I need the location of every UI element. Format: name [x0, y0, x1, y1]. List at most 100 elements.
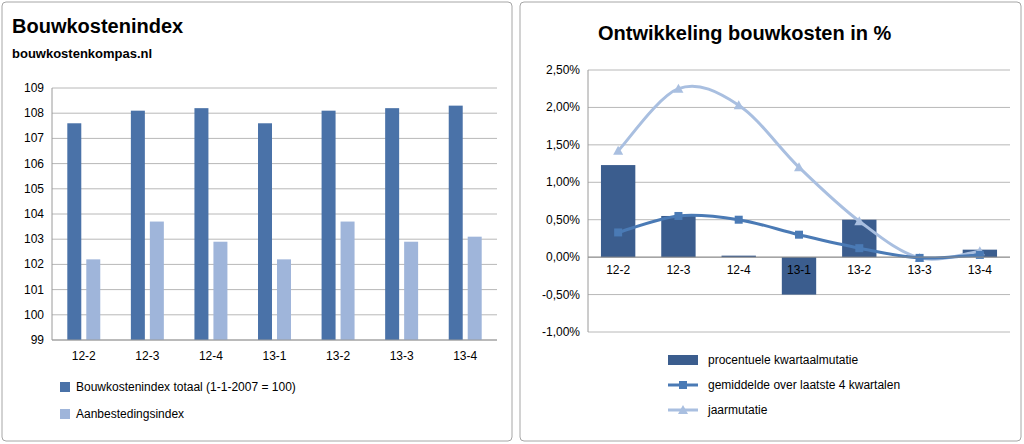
y-tick-label: 2,50% [546, 63, 580, 77]
grid-line [588, 182, 1010, 183]
bar [277, 259, 291, 340]
x-tick-label: 12-4 [727, 263, 751, 277]
legend-marker [678, 405, 688, 414]
grid-line [588, 257, 1010, 258]
x-tick-label: 13-2 [326, 349, 350, 363]
chart-frame [2, 2, 512, 441]
grid-line [52, 163, 497, 164]
legend-entry: gemiddelde over laatste 4 kwartalen [708, 378, 900, 392]
y-tick-label: 0,50% [546, 213, 580, 227]
line-marker [674, 212, 682, 220]
grid-line [588, 144, 1010, 145]
grid-line [588, 219, 1010, 220]
plot-area [67, 106, 481, 340]
y-tick-label: -0,50% [542, 288, 580, 302]
legend-swatch [60, 409, 70, 419]
bar [341, 222, 355, 340]
x-tick-label: 12-2 [606, 263, 630, 277]
legend-marker [679, 381, 687, 389]
bar [194, 108, 208, 340]
y-axis [52, 88, 53, 340]
y-tick-label: 99 [31, 333, 45, 347]
bar [86, 259, 100, 340]
line-marker [855, 244, 863, 252]
series-line [618, 86, 980, 259]
y-axis [588, 70, 589, 332]
chart-subtitle: bouwkostenkompas.nl [12, 46, 152, 61]
legend-entry: Aanbestedingsindex [76, 407, 184, 421]
grid-line [588, 332, 1010, 333]
bar [601, 165, 635, 257]
bar [404, 242, 418, 340]
bar [322, 111, 336, 340]
x-tick-label: 13-3 [908, 263, 932, 277]
y-tick-label: 100 [24, 308, 44, 322]
bar [213, 242, 227, 340]
x-tick-label: 13-2 [847, 263, 871, 277]
line-marker [795, 231, 803, 239]
bar [468, 237, 482, 340]
y-tick-label: 109 [24, 81, 44, 95]
grid-line [588, 70, 1010, 71]
plot-area [601, 84, 997, 295]
legend-entry: procentuele kwartaalmutatie [708, 353, 858, 367]
x-tick-label: 12-3 [135, 349, 159, 363]
bar [258, 123, 272, 340]
grid-line [52, 188, 497, 189]
chart-frame [520, 2, 1021, 441]
x-axis [52, 340, 497, 341]
y-tick-label: 104 [24, 207, 44, 221]
y-tick-label: 102 [24, 257, 44, 271]
line-marker [673, 84, 683, 93]
series-line [618, 215, 980, 258]
page: Bouwkostenindex bouwkostenkompas.nl 99 100 1… [0, 0, 1024, 444]
y-tick-label: 2,00% [546, 100, 580, 114]
chart-1: Ontwikkeling bouwkosten in % -1,00% -0,50%… [520, 2, 1021, 441]
bar [131, 111, 145, 340]
y-tick-label: 1,00% [546, 175, 580, 189]
y-tick-label: 1,50% [546, 138, 580, 152]
y-tick-label: 105 [24, 182, 44, 196]
legend-entry: jaarmutatie [707, 403, 768, 417]
line-marker [854, 216, 864, 225]
grid-line [52, 88, 497, 89]
y-tick-label: 101 [24, 283, 44, 297]
y-tick-label: 0,00% [546, 250, 580, 264]
x-axis [588, 257, 1010, 258]
line-marker [735, 216, 743, 224]
line-marker [794, 162, 804, 171]
chart-0: Bouwkostenindex bouwkostenkompas.nl 99 100 1… [2, 2, 512, 441]
grid-line [52, 314, 497, 315]
grid-line [588, 107, 1010, 108]
legend-swatch [668, 355, 698, 365]
x-tick-label: 13-4 [453, 349, 477, 363]
grid-line [52, 239, 497, 240]
x-tick-label: 13-4 [968, 263, 992, 277]
line-marker [614, 228, 622, 236]
grid-line [52, 138, 497, 139]
grid-line [52, 214, 497, 215]
grid-line [52, 113, 497, 114]
line-marker [916, 254, 924, 262]
x-tick-label: 13-3 [390, 349, 414, 363]
line-marker [976, 251, 984, 259]
y-tick-label: -1,00% [542, 325, 580, 339]
y-tick-label: 108 [24, 106, 44, 120]
legend-entry: Bouwkostenindex totaal (1-1-2007 = 100) [76, 380, 296, 394]
chart-title: Ontwikkeling bouwkosten in % [598, 22, 892, 44]
bar [782, 257, 816, 294]
line-marker [613, 146, 623, 155]
x-tick-label: 13-1 [262, 349, 286, 363]
line-marker [734, 100, 744, 109]
y-tick-label: 107 [24, 131, 44, 145]
bar [449, 106, 463, 340]
chart-title: Bouwkostenindex [12, 15, 183, 37]
bar [150, 222, 164, 340]
legend-swatch [60, 382, 70, 392]
x-tick-label: 12-3 [666, 263, 690, 277]
x-tick-label: 12-4 [199, 349, 223, 363]
x-tick-label: 13-1 [787, 263, 811, 277]
bar [67, 123, 81, 340]
y-tick-label: 106 [24, 157, 44, 171]
grid-line [52, 289, 497, 290]
